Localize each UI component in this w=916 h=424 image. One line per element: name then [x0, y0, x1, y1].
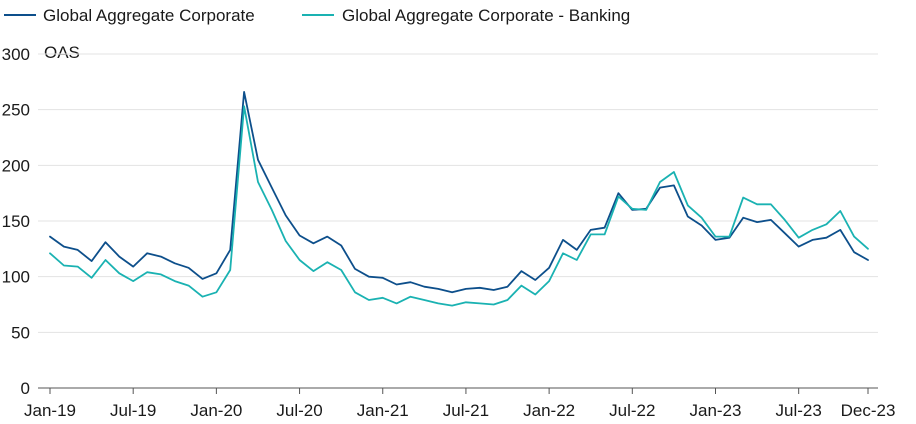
x-tick-label-2023-12: Dec-23 — [841, 401, 896, 420]
x-tick-label-2021-07: Jul-21 — [443, 401, 489, 420]
series-line-banking — [49, 105, 869, 307]
x-tick-label-2021-01: Jan-21 — [357, 401, 409, 420]
y-tick-label-250: 250 — [2, 101, 30, 120]
series-line-corporate — [49, 91, 869, 294]
gridlines — [38, 53, 878, 333]
x-tick-label-2020-01: Jan-20 — [190, 401, 242, 420]
legend-item-corporate: Global Aggregate Corporate — [4, 6, 255, 25]
legend-label-corporate: Global Aggregate Corporate — [43, 6, 255, 25]
legend: Global Aggregate Corporate Global Aggreg… — [4, 6, 630, 25]
y-tick-label-150: 150 — [2, 212, 30, 231]
series-lines — [49, 91, 869, 307]
y-tick-label-200: 200 — [2, 156, 30, 175]
y-axis-title: OAS — [44, 43, 80, 62]
x-tick-label-2019-07: Jul-19 — [110, 401, 156, 420]
x-tick-label-2020-07: Jul-20 — [276, 401, 322, 420]
x-tick-label-2019-01: Jan-19 — [24, 401, 76, 420]
legend-label-banking: Global Aggregate Corporate - Banking — [342, 6, 630, 25]
y-tick-labels: 0 50 100 150 200 250 300 — [2, 45, 30, 398]
x-tick-label-2023-01: Jan-23 — [689, 401, 741, 420]
x-tick-label-2022-07: Jul-22 — [609, 401, 655, 420]
y-tick-label-0: 0 — [21, 379, 30, 398]
y-tick-label-300: 300 — [2, 45, 30, 64]
x-tick-label-2023-07: Jul-23 — [776, 401, 822, 420]
y-tick-label-50: 50 — [11, 323, 30, 342]
legend-item-banking: Global Aggregate Corporate - Banking — [302, 6, 630, 25]
x-tick-label-2022-01: Jan-22 — [523, 401, 575, 420]
x-ticks: Jan-19 Jul-19 Jan-20 Jul-20 Jan-21 Jul-21 Jan-… — [24, 388, 895, 420]
y-tick-label-100: 100 — [2, 268, 30, 287]
